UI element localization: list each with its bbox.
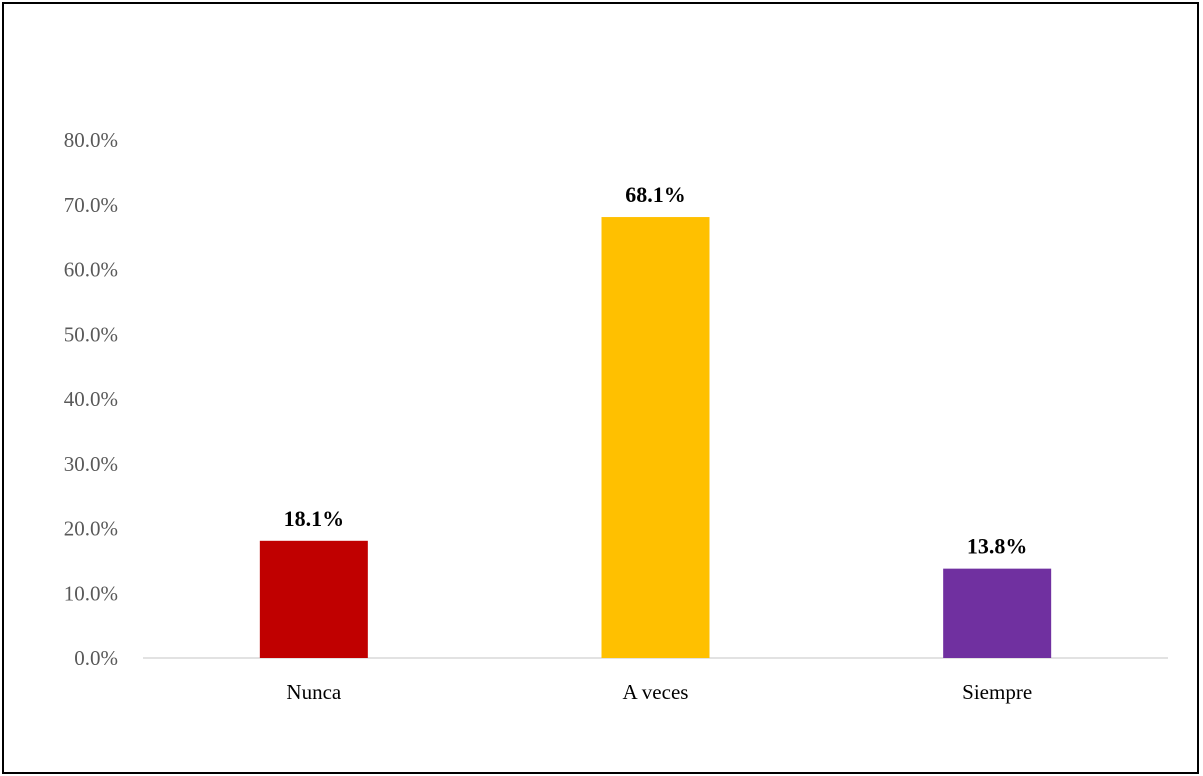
x-category-label: A veces: [623, 680, 689, 704]
x-category-label: Siempre: [962, 680, 1032, 704]
y-tick-label: 20.0%: [64, 517, 118, 541]
data-label: 68.1%: [625, 182, 686, 207]
y-tick-label: 70.0%: [64, 193, 118, 217]
y-tick-label: 0.0%: [74, 646, 118, 670]
bar-a-veces: [601, 217, 710, 659]
y-tick-label: 60.0%: [64, 258, 118, 282]
y-tick-label: 50.0%: [64, 322, 118, 346]
bar-nunca: [259, 540, 368, 658]
data-label: 13.8%: [967, 534, 1028, 559]
y-tick-label: 30.0%: [64, 452, 118, 476]
y-tick-label: 80.0%: [64, 128, 118, 152]
y-tick-label: 10.0%: [64, 581, 118, 605]
bar-siempre: [943, 568, 1052, 658]
y-tick-label: 40.0%: [64, 387, 118, 411]
data-label: 18.1%: [284, 506, 345, 531]
x-category-label: Nunca: [286, 680, 341, 704]
